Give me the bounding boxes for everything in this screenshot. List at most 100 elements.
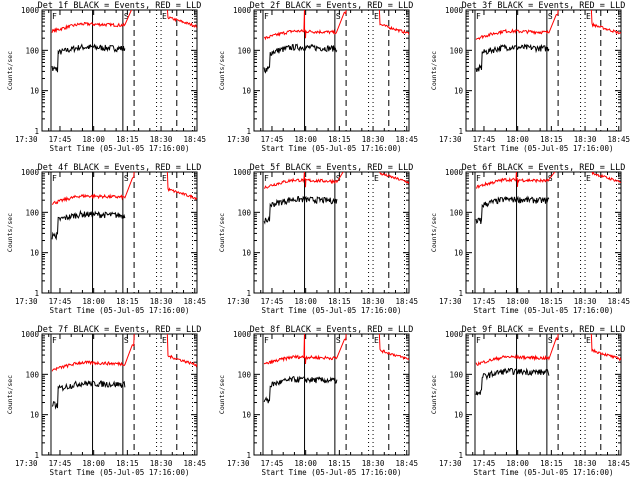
y-tick-label: 100	[449, 208, 463, 217]
x-tick-label: 18:45	[183, 297, 206, 306]
y-tick-label: 10	[242, 411, 252, 420]
x-axis-label: Start Time (05-Jul-05 17:16:00)	[474, 468, 614, 477]
y-axis-label: Counts/sec	[430, 375, 438, 414]
panel-title: Det 5f BLACK = Events, RED = LLD	[250, 163, 414, 173]
events-series-line	[51, 43, 126, 73]
y-tick-label: 100	[25, 208, 39, 217]
y-tick-label: 10	[30, 411, 40, 420]
x-tick-label: 18:15	[116, 297, 139, 306]
x-tick-label: 18:00	[506, 135, 529, 144]
x-tick-label: 18:00	[82, 135, 105, 144]
x-tick-label: 17:30	[227, 297, 250, 306]
y-axis-label: Counts/sec	[6, 375, 14, 414]
x-tick-label: 17:45	[49, 297, 72, 306]
panel-title: Det 3f BLACK = Events, RED = LLD	[462, 1, 626, 11]
marker-label: F	[264, 12, 269, 21]
plot-frame	[253, 171, 410, 294]
x-tick-label: 17:45	[473, 135, 496, 144]
marker-label: E	[586, 12, 591, 21]
marker-label: E	[162, 336, 167, 345]
y-tick-label: 100	[237, 46, 251, 55]
y-tick-label: 10	[454, 87, 464, 96]
events-series-line	[51, 380, 126, 410]
y-tick-label: 10	[454, 249, 464, 258]
marker-label: S	[336, 12, 341, 21]
y-tick-label: 1000	[21, 6, 40, 15]
y-tick-label: 100	[449, 370, 463, 379]
marker-label: F	[52, 12, 57, 21]
x-tick-label: 18:15	[116, 135, 139, 144]
x-tick-label: 18:15	[328, 459, 351, 468]
x-tick-label: 18:45	[607, 297, 630, 306]
x-tick-label: 18:45	[395, 297, 418, 306]
plot-frame	[41, 9, 198, 132]
lld-series-line	[51, 334, 197, 372]
x-tick-label: 17:45	[49, 459, 72, 468]
y-tick-label: 1000	[445, 330, 464, 339]
x-tick-label: 18:15	[540, 459, 563, 468]
marker-label: S	[124, 12, 129, 21]
panel-det-7: Det 7f BLACK = Events, RED = LLD 1 10 100 10…	[6, 325, 206, 477]
y-tick-label: 10	[30, 249, 40, 258]
y-axis-label: Counts/sec	[430, 51, 438, 90]
x-axis-label: Start Time (05-Jul-05 17:16:00)	[262, 144, 402, 153]
x-tick-label: 18:00	[294, 135, 317, 144]
x-axis-label: Start Time (05-Jul-05 17:16:00)	[50, 306, 190, 315]
x-axis-label: Start Time (05-Jul-05 17:16:00)	[262, 468, 402, 477]
panel-det-2: Det 2f BLACK = Events, RED = LLD 1 10 100 10…	[218, 1, 418, 153]
y-tick-label: 1	[458, 127, 463, 136]
marker-label: S	[548, 174, 553, 183]
marker-label: S	[124, 174, 129, 183]
panel-title: Det 4f BLACK = Events, RED = LLD	[38, 163, 202, 173]
x-tick-label: 17:30	[227, 459, 250, 468]
y-tick-label: 1	[34, 127, 39, 136]
x-tick-label: 18:45	[607, 135, 630, 144]
x-tick-label: 18:30	[150, 459, 173, 468]
y-tick-label: 100	[237, 208, 251, 217]
x-tick-label: 18:30	[574, 459, 597, 468]
marker-label: E	[374, 12, 379, 21]
lld-series-line	[264, 172, 409, 189]
x-tick-label: 18:15	[116, 459, 139, 468]
y-tick-label: 1000	[233, 6, 252, 15]
x-tick-label: 17:45	[473, 459, 496, 468]
x-tick-label: 18:30	[150, 135, 173, 144]
y-tick-label: 1000	[445, 6, 464, 15]
x-tick-label: 18:30	[362, 459, 385, 468]
events-series-line	[263, 375, 338, 404]
marker-label: F	[476, 336, 481, 345]
panel-title: Det 9f BLACK = Events, RED = LLD	[462, 325, 626, 335]
marker-label: F	[476, 12, 481, 21]
y-axis-label: Counts/sec	[6, 51, 14, 90]
x-tick-label: 18:45	[183, 135, 206, 144]
x-axis-label: Start Time (05-Jul-05 17:16:00)	[50, 144, 190, 153]
lld-series-line	[51, 10, 197, 34]
x-axis-label: Start Time (05-Jul-05 17:16:00)	[474, 306, 614, 315]
marker-label: F	[52, 336, 57, 345]
panel-det-5: Det 5f BLACK = Events, RED = LLD 1 10 100 10…	[218, 163, 418, 315]
y-tick-label: 1000	[21, 168, 40, 177]
x-tick-label: 18:00	[82, 459, 105, 468]
y-tick-label: 1000	[233, 330, 252, 339]
x-tick-label: 17:45	[261, 297, 284, 306]
marker-label: E	[162, 12, 167, 21]
x-tick-label: 18:45	[395, 135, 418, 144]
events-series-line	[475, 367, 550, 396]
y-axis-label: Counts/sec	[218, 51, 226, 90]
x-tick-label: 18:00	[506, 297, 529, 306]
y-axis-label: Counts/sec	[6, 213, 14, 252]
x-tick-label: 17:30	[439, 297, 462, 306]
x-tick-label: 18:00	[82, 297, 105, 306]
panel-title: Det 6f BLACK = Events, RED = LLD	[462, 163, 626, 173]
y-tick-label: 1	[458, 289, 463, 298]
lld-series-line	[475, 172, 621, 189]
x-tick-label: 17:30	[439, 135, 462, 144]
events-series-line	[475, 195, 550, 225]
y-tick-label: 1	[246, 289, 251, 298]
y-tick-label: 10	[454, 411, 464, 420]
lld-series-line	[51, 172, 197, 205]
lld-series-line	[475, 10, 621, 41]
panel-det-3: Det 3f BLACK = Events, RED = LLD 1 10 100 10…	[430, 1, 630, 153]
y-tick-label: 1000	[233, 168, 252, 177]
